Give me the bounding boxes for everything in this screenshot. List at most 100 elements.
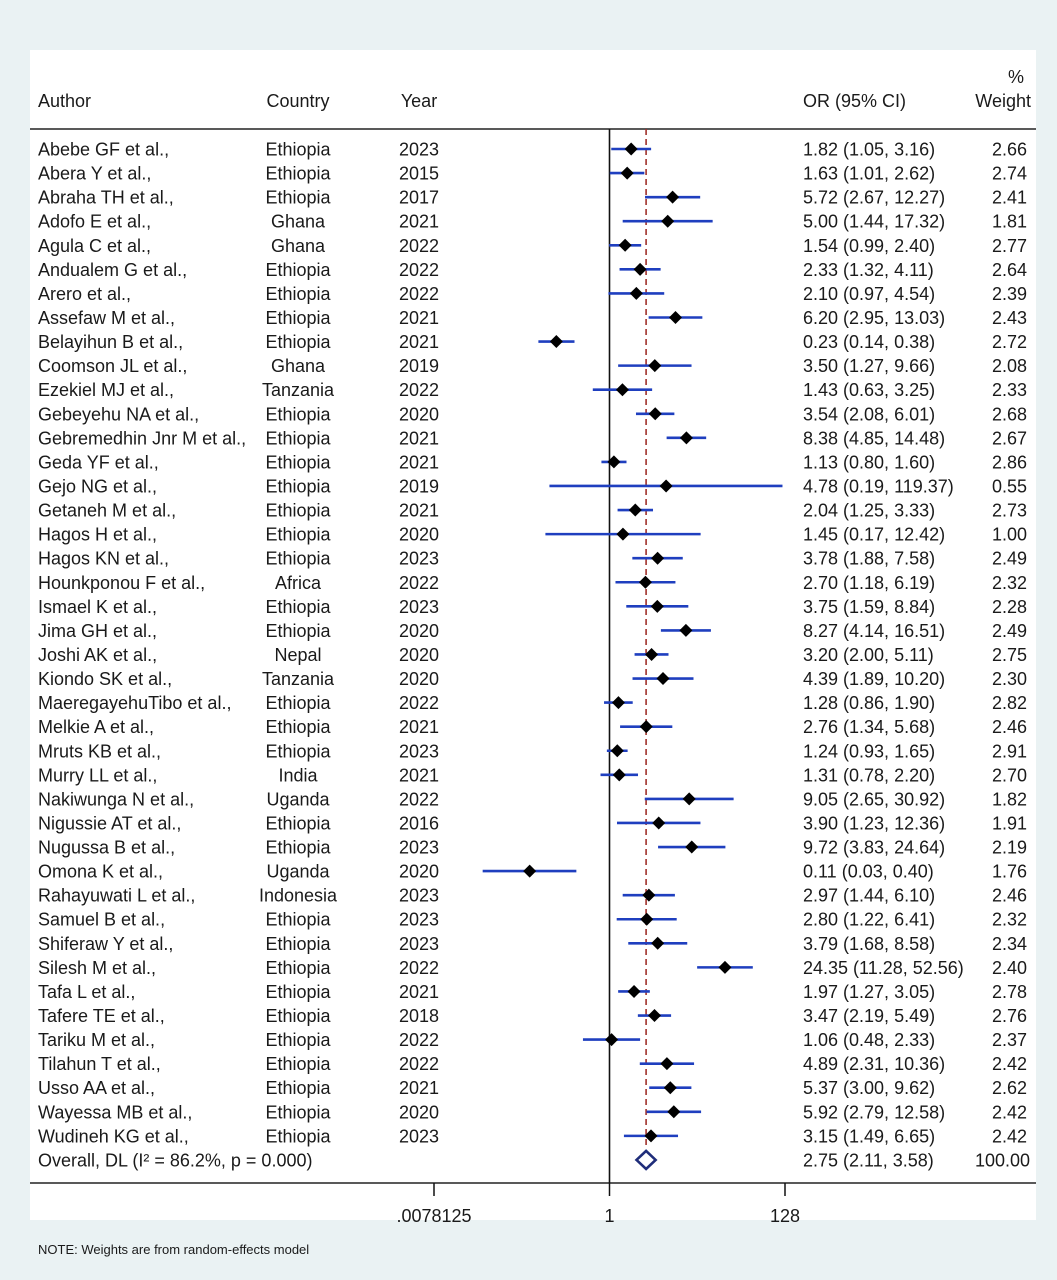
study-year: 2023: [399, 597, 439, 617]
study-row: Mruts KB et al., Ethiopia 2023 1.24 (0.93, …: [38, 741, 1027, 761]
study-row: Gejo NG et al., Ethiopia 2019 4.78 (0.19, 1…: [38, 476, 1027, 496]
study-year: 2021: [399, 717, 439, 737]
study-weight: 2.49: [992, 621, 1027, 641]
point-estimate: [611, 696, 625, 710]
study-author: Usso AA et al.,: [38, 1078, 155, 1098]
study-or-ci: 9.72 (3.83, 24.64): [803, 838, 945, 858]
study-country: Ethiopia: [265, 404, 331, 424]
study-weight: 2.28: [992, 597, 1027, 617]
study-or-ci: 3.75 (1.59, 8.84): [803, 597, 935, 617]
point-estimate: [679, 431, 693, 445]
study-country: Ethiopia: [265, 621, 331, 641]
study-year: 2022: [399, 958, 439, 978]
study-country: Africa: [275, 573, 322, 593]
study-or-ci: 5.72 (2.67, 12.27): [803, 188, 945, 208]
point-estimate: [616, 527, 630, 541]
point-estimate: [656, 672, 670, 686]
study-author: Tariku M et al.,: [38, 1030, 155, 1050]
study-row: Ismael K et al., Ethiopia 2023 3.75 (1.59, …: [38, 597, 1027, 617]
study-country: Ethiopia: [265, 549, 331, 569]
study-row: Geda YF et al., Ethiopia 2021 1.13 (0.80, 1…: [38, 452, 1027, 472]
study-row: Nakiwunga N et al., Uganda 2022 9.05 (2.65,…: [38, 789, 1027, 809]
study-weight: 2.40: [992, 958, 1027, 978]
x-axis-ticks: .0078125 1 128: [396, 1183, 800, 1226]
study-or-ci: 1.13 (0.80, 1.60): [803, 452, 935, 472]
study-country: Ethiopia: [265, 958, 331, 978]
study-weight: 0.55: [992, 476, 1027, 496]
study-row: Shiferaw Y et al., Ethiopia 2023 3.79 (1.68…: [38, 934, 1027, 954]
study-weight: 2.08: [992, 356, 1027, 376]
study-year: 2022: [399, 789, 439, 809]
study-row: Abraha TH et al., Ethiopia 2017 5.72 (2.67,…: [38, 188, 1027, 208]
study-author: MaeregayehuTibo et al.,: [38, 693, 231, 713]
study-country: Uganda: [266, 862, 330, 882]
point-estimate: [638, 575, 652, 589]
study-weight: 2.70: [992, 765, 1027, 785]
point-estimate: [645, 647, 659, 661]
study-or-ci: 6.20 (2.95, 13.03): [803, 308, 945, 328]
study-year: 2015: [399, 164, 439, 184]
study-author: Coomson JL et al.,: [38, 356, 187, 376]
point-estimate: [620, 166, 634, 180]
point-estimate: [648, 407, 662, 421]
study-weight: 2.43: [992, 308, 1027, 328]
study-author: Wudineh KG et al.,: [38, 1126, 189, 1146]
study-year: 2020: [399, 669, 439, 689]
study-row: Nigussie AT et al., Ethiopia 2016 3.90 (1.2…: [38, 813, 1027, 833]
study-country: Ethiopia: [265, 717, 331, 737]
study-year: 2021: [399, 332, 439, 352]
study-weight: 2.75: [992, 645, 1027, 665]
point-estimate: [633, 262, 647, 276]
study-weight: 2.72: [992, 332, 1027, 352]
point-estimate: [648, 1009, 662, 1023]
study-row: Coomson JL et al., Ghana 2019 3.50 (1.27, 9…: [38, 356, 1027, 376]
footnote: NOTE: Weights are from random-effects mo…: [38, 1242, 310, 1257]
study-country: India: [278, 765, 318, 785]
study-author: Abraha TH et al.,: [38, 188, 174, 208]
study-or-ci: 3.79 (1.68, 8.58): [803, 934, 935, 954]
study-weight: 2.68: [992, 404, 1027, 424]
point-estimate: [652, 816, 666, 830]
study-row: Hounkponou F et al., Africa 2022 2.70 (1.18…: [38, 573, 1027, 593]
study-rows: Abebe GF et al., Ethiopia 2023 1.82 (1.05, …: [38, 140, 1027, 1147]
study-row: Nugussa B et al., Ethiopia 2023 9.72 (3.83,…: [38, 838, 1027, 858]
study-year: 2023: [399, 886, 439, 906]
study-weight: 1.81: [992, 212, 1027, 232]
study-or-ci: 1.45 (0.17, 12.42): [803, 525, 945, 545]
study-row: Adofo E et al., Ghana 2021 5.00 (1.44, 17.3…: [38, 212, 1027, 232]
study-year: 2021: [399, 765, 439, 785]
study-author: Melkie A et al.,: [38, 717, 154, 737]
x-tick-label: 1: [604, 1206, 614, 1226]
study-author: Gebremedhin Jnr M et al.,: [38, 428, 246, 448]
point-estimate: [639, 720, 653, 734]
study-weight: 2.42: [992, 1126, 1027, 1146]
point-estimate: [642, 888, 656, 902]
study-country: Ethiopia: [265, 525, 331, 545]
study-country: Ethiopia: [265, 1078, 331, 1098]
study-row: Abera Y et al., Ethiopia 2015 1.63 (1.01, 2…: [38, 164, 1027, 184]
study-row: Gebeyehu NA et al., Ethiopia 2020 3.54 (2.0…: [38, 404, 1027, 424]
study-or-ci: 2.10 (0.97, 4.54): [803, 284, 935, 304]
study-year: 2023: [399, 838, 439, 858]
study-or-ci: 3.54 (2.08, 6.01): [803, 404, 935, 424]
study-or-ci: 9.05 (2.65, 30.92): [803, 789, 945, 809]
study-country: Ethiopia: [265, 308, 331, 328]
study-country: Ethiopia: [265, 1030, 331, 1050]
study-or-ci: 1.06 (0.48, 2.33): [803, 1030, 935, 1050]
study-country: Ethiopia: [265, 428, 331, 448]
study-author: Andualem G et al.,: [38, 260, 187, 280]
point-estimate: [618, 238, 632, 252]
study-weight: 2.32: [992, 910, 1027, 930]
study-year: 2021: [399, 212, 439, 232]
study-or-ci: 8.38 (4.85, 14.48): [803, 428, 945, 448]
study-author: Nugussa B et al.,: [38, 838, 175, 858]
point-estimate: [612, 768, 626, 782]
study-country: Ethiopia: [265, 813, 331, 833]
study-year: 2017: [399, 188, 439, 208]
study-country: Ethiopia: [265, 597, 331, 617]
overall-or-ci: 2.75 (2.11, 3.58): [803, 1150, 934, 1170]
study-author: Hagos KN et al.,: [38, 549, 169, 569]
study-weight: 2.91: [992, 741, 1027, 761]
study-year: 2020: [399, 862, 439, 882]
